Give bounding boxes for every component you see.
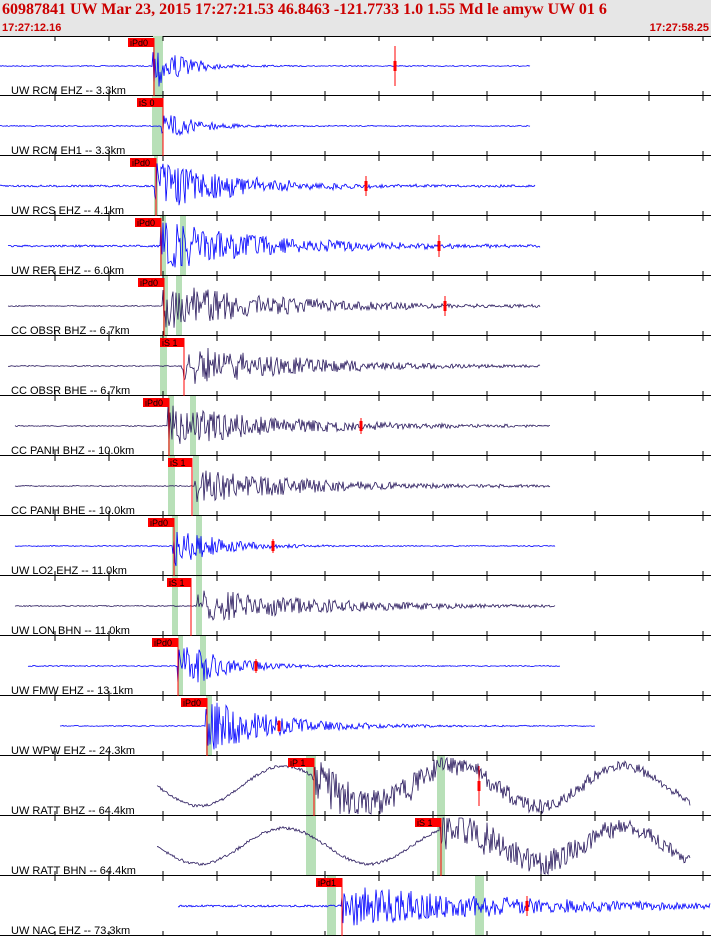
seismogram-panel[interactable]: iPd0 iS 0 iPd0 iPd0 iPd0 iS 1 iPd0 iS 1 iPd0 iS 1… — [0, 36, 711, 938]
waveform-traces — [0, 52, 711, 926]
waveform-trace — [14, 470, 551, 503]
pick-flag[interactable] — [137, 98, 163, 107]
pick-flag[interactable] — [316, 878, 342, 887]
coda-marker-block — [443, 301, 447, 311]
event-header: 60987841 UW Mar 23, 2015 17:27:21.53 46.… — [0, 0, 711, 37]
pick-window — [178, 636, 183, 696]
waveform-trace — [14, 590, 556, 622]
pick-window — [163, 276, 168, 336]
coda-marker-block — [437, 241, 441, 251]
waveform-trace — [7, 222, 541, 268]
station-label: CC PANH BHZ -- 10.0km — [11, 445, 134, 457]
pick-window — [190, 396, 196, 456]
pick-label: iPd0 — [154, 638, 172, 648]
station-labels: UW RCM EHZ -- 3.3km UW RCM EH1 -- 3.3km UW… — [11, 85, 136, 937]
waveform-trace — [0, 115, 531, 137]
pick-window — [196, 516, 202, 576]
pick-window — [172, 516, 178, 576]
pick-label: iPd1 — [318, 878, 336, 888]
pick-window — [176, 276, 182, 336]
station-label: UW WPW EHZ -- 24.3km — [11, 745, 135, 757]
pick-window — [180, 216, 186, 276]
pick-flag[interactable] — [415, 818, 441, 827]
station-label: UW RATT BHZ -- 64.4km — [11, 805, 135, 817]
coda-marker-block — [525, 901, 529, 911]
pick-window — [306, 816, 316, 876]
waveform-trace — [59, 702, 596, 750]
station-label: UW RCM EH1 -- 3.3km — [11, 145, 125, 157]
waveform-trace — [27, 647, 561, 685]
waveform-trace — [7, 347, 541, 384]
pick-flag[interactable] — [160, 338, 184, 347]
pick-window — [306, 756, 316, 816]
pick-label: iS 1 — [170, 458, 186, 468]
pick-window — [160, 216, 166, 276]
pick-label: iPd0 — [132, 158, 150, 168]
pick-label: iS 1 — [169, 578, 185, 588]
pick-flag[interactable] — [288, 758, 314, 767]
waveform-trace — [156, 817, 691, 876]
pick-window — [475, 876, 484, 936]
waveform-trace — [0, 52, 531, 87]
pick-flag[interactable] — [152, 638, 178, 647]
event-title: 60987841 UW Mar 23, 2015 17:27:21.53 46.… — [2, 1, 607, 18]
pick-label: iPd0 — [137, 218, 155, 228]
pick-flag[interactable] — [128, 38, 154, 47]
coda-marker-block — [254, 661, 258, 671]
pick-flag[interactable] — [138, 278, 164, 287]
end-time-label: 17:27:58.25 — [649, 22, 709, 34]
pick-label: iPd0 — [183, 698, 201, 708]
pick-window — [327, 876, 336, 936]
waveform-trace — [14, 531, 556, 567]
start-time-label: 17:27:12.16 — [2, 22, 62, 34]
pick-label: iPd0 — [140, 278, 158, 288]
pick-label: iS 1 — [417, 818, 433, 828]
pick-flag[interactable] — [181, 698, 207, 707]
station-label: CC OBSR BHZ -- 6.7km — [11, 325, 130, 337]
waveform-trace — [177, 887, 711, 926]
station-label: UW RATT BHN -- 64.4km — [11, 865, 136, 877]
pick-flag[interactable] — [143, 398, 169, 407]
pick-label: iPd0 — [145, 398, 163, 408]
station-label: UW NAC EHZ -- 73.3km — [11, 925, 130, 937]
coda-marker-block — [364, 181, 368, 191]
station-label: UW RCS EHZ -- 4.1km — [11, 205, 124, 217]
pick-flag[interactable] — [130, 158, 156, 167]
waveform-trace — [7, 287, 541, 328]
pick-label: iS 0 — [139, 98, 155, 108]
pick-window — [437, 756, 445, 816]
station-label: UW RER EHZ -- 6.0km — [11, 265, 124, 277]
pick-label: iPd0 — [150, 518, 168, 528]
station-label: UW LON BHN -- 11.0km — [11, 625, 130, 637]
pick-flag[interactable] — [167, 578, 191, 587]
coda-marker-block — [271, 541, 275, 551]
pick-label: iS 1 — [162, 338, 178, 348]
waveform-trace — [14, 405, 550, 444]
coda-marker-block — [359, 421, 363, 431]
station-label: CC PANH BHE -- 10.0km — [11, 505, 135, 517]
station-label: UW FMW EHZ -- 13.1km — [11, 685, 133, 697]
pick-markers: iPd0 iS 0 iPd0 iPd0 iPd0 iS 1 iPd0 iS 1 iPd0 iS 1… — [128, 38, 529, 936]
pick-label: iPd0 — [130, 38, 148, 48]
pick-flag[interactable] — [135, 218, 161, 227]
pick-label: iP 1 — [290, 758, 305, 768]
time-grid — [0, 36, 711, 936]
station-label: CC OBSR BHE -- 6.7km — [11, 385, 130, 397]
station-label: UW LO2 EHZ -- 11.0km — [11, 565, 127, 577]
coda-marker-block — [393, 61, 397, 71]
coda-marker-block — [477, 781, 481, 791]
pick-flag[interactable] — [148, 518, 174, 527]
coda-marker-block — [277, 721, 281, 731]
waveform-trace — [0, 163, 536, 206]
pick-flag[interactable] — [168, 458, 192, 467]
waveform-trace — [156, 756, 691, 815]
station-label: UW RCM EHZ -- 3.3km — [11, 85, 126, 97]
